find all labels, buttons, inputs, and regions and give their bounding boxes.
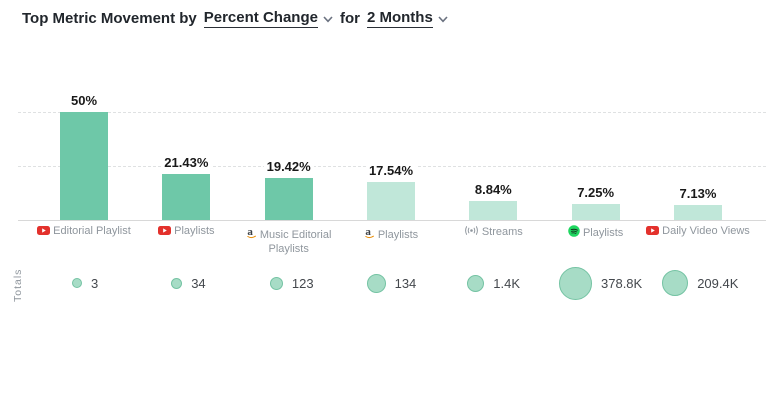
bar-value-label: 50% xyxy=(67,93,101,108)
bar-2[interactable] xyxy=(162,173,211,220)
amazon-music-icon: a xyxy=(246,225,257,243)
total-bubble[interactable] xyxy=(559,266,592,300)
youtube-icon xyxy=(646,226,660,239)
gridline xyxy=(18,112,766,113)
chart-title-connector: for xyxy=(339,10,360,27)
total-bubble[interactable] xyxy=(72,278,82,288)
svg-text:a: a xyxy=(365,226,371,238)
chevron-down-icon xyxy=(323,16,333,23)
streams-icon xyxy=(464,225,479,240)
category-label-text: Editorial Playlist xyxy=(53,225,131,237)
bar-value-label: 21.43% xyxy=(161,154,212,170)
category-label-text: Daily Video Views xyxy=(662,225,750,237)
category-label-text: Streams xyxy=(481,226,523,238)
total-bubble[interactable] xyxy=(366,273,386,293)
category-label: Playlists xyxy=(538,225,654,241)
total-bubble[interactable] xyxy=(467,274,485,292)
x-axis-line xyxy=(18,220,766,221)
total-bubble[interactable] xyxy=(662,270,689,296)
total-value: 209.4K xyxy=(697,276,739,291)
total-value: 134 xyxy=(394,276,417,291)
period-selector[interactable]: 2 Months xyxy=(366,9,448,28)
chart-title-prefix: Top Metric Movement by xyxy=(22,10,197,27)
category-label-text: Playlists xyxy=(174,225,215,237)
total-value: 1.4K xyxy=(493,276,521,291)
total-value: 34 xyxy=(191,276,206,291)
bar-value-label: 19.42% xyxy=(263,159,314,175)
bar-value-label: 17.54% xyxy=(365,163,417,179)
bar-4[interactable] xyxy=(366,182,415,220)
category-label-text: Playlists xyxy=(582,227,624,239)
bar-3[interactable] xyxy=(264,178,313,220)
bar-6[interactable] xyxy=(571,204,620,220)
bar-value-label: 8.84% xyxy=(471,181,515,197)
youtube-icon xyxy=(37,226,51,239)
category-label: a Playlists xyxy=(333,225,449,243)
category-label-text: Music Editorial Playlists xyxy=(259,229,332,255)
metric-selector[interactable]: Percent Change xyxy=(203,9,333,28)
amazon-music-icon: a xyxy=(364,225,375,243)
category-label-text: Playlists xyxy=(377,229,419,241)
metric-selector-label: Percent Change xyxy=(203,9,318,28)
total-value: 123 xyxy=(291,276,314,291)
spotify-icon xyxy=(568,225,580,241)
bar-value-label: 7.13% xyxy=(676,185,720,201)
bar-5[interactable] xyxy=(469,200,518,220)
total-value: 3 xyxy=(91,276,99,291)
bar-7[interactable] xyxy=(673,204,722,220)
bar-1[interactable] xyxy=(60,112,108,220)
category-label: Editorial Playlist xyxy=(26,225,142,239)
total-value: 378.8K xyxy=(601,276,643,291)
period-selector-label: 2 Months xyxy=(366,9,433,28)
category-label: a Music Editorial Playlists xyxy=(231,225,347,256)
bar-value-label: 7.25% xyxy=(574,185,618,201)
total-bubble[interactable] xyxy=(269,276,283,290)
youtube-icon xyxy=(158,226,172,239)
category-label: Playlists xyxy=(128,225,244,239)
chart-header: Top Metric Movement by Percent Change fo… xyxy=(22,9,448,28)
total-bubble[interactable] xyxy=(171,277,183,289)
svg-text:a: a xyxy=(247,226,253,238)
category-label: Daily Video Views xyxy=(640,225,756,239)
category-label: Streams xyxy=(435,225,551,240)
chevron-down-icon xyxy=(438,16,448,23)
